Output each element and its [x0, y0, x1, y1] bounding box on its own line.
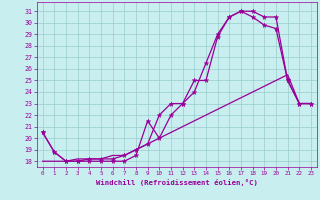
X-axis label: Windchill (Refroidissement éolien,°C): Windchill (Refroidissement éolien,°C) — [96, 179, 258, 186]
